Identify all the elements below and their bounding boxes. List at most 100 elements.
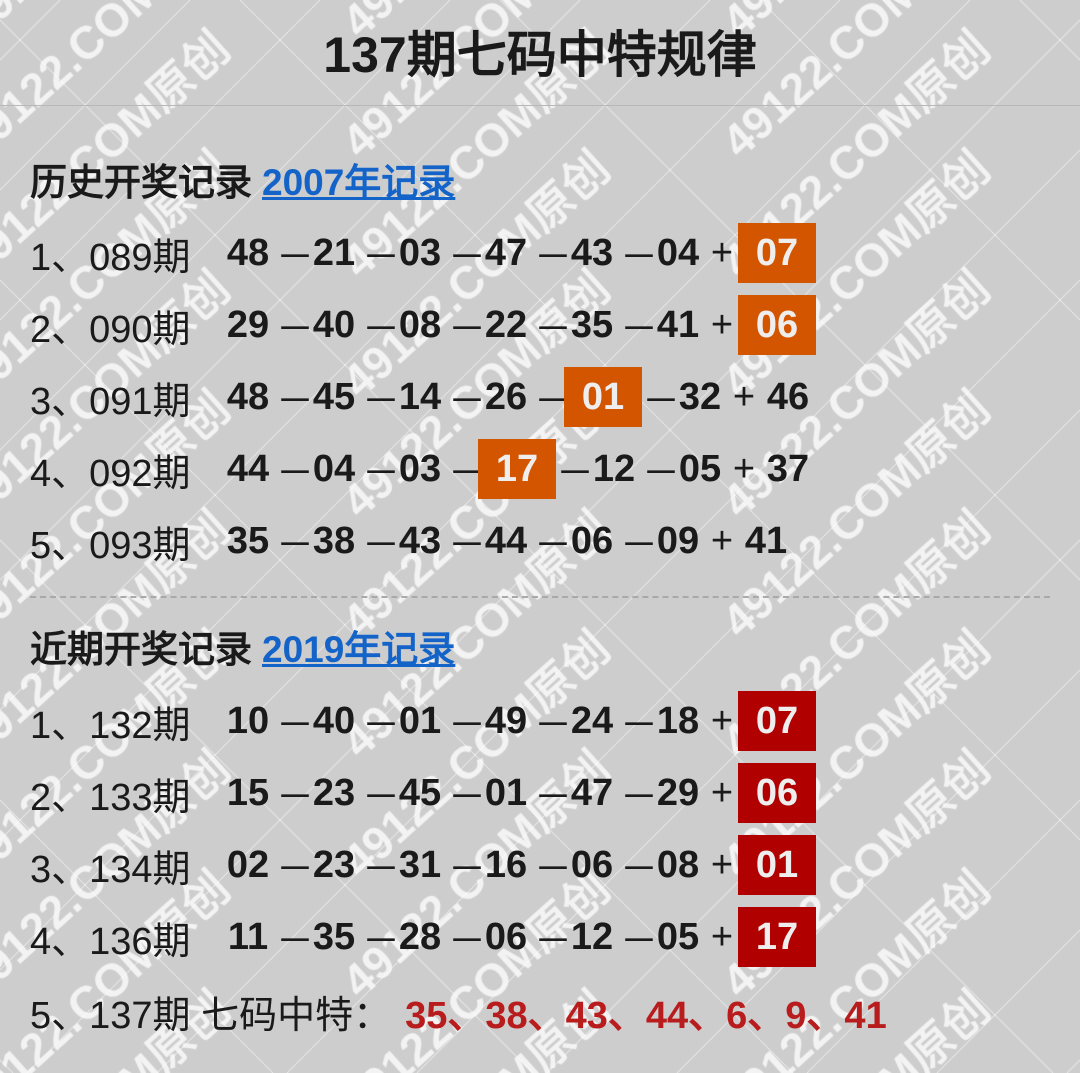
draw-number: 44: [484, 519, 528, 562]
plus-sign: +: [710, 231, 734, 274]
draw-label: 4、092期: [30, 442, 220, 497]
history-heading-text: 历史开奖记录: [30, 162, 252, 203]
recent-2019-link[interactable]: 2019年记录: [262, 629, 456, 670]
separator: －: [276, 920, 315, 963]
row-period: 132期: [89, 704, 191, 747]
separator: －: [276, 704, 315, 747]
draw-row: 1、132期 10 － 40 － 01 － 49 － 24 － 18 +07: [30, 690, 816, 752]
draw-number: 47: [570, 771, 614, 814]
draw-row: 2、133期 15 － 23 － 45 － 01 － 47 － 29 +06: [30, 762, 816, 824]
history-2007-link[interactable]: 2007年记录: [262, 162, 456, 203]
separator: －: [620, 524, 659, 567]
draw-number: 35: [226, 519, 270, 562]
separator: －: [620, 704, 659, 747]
draw-row: 4、092期 44 － 04 － 03 － 17 － 12 － 05 +37: [30, 438, 816, 500]
draw-number: 43: [570, 231, 614, 274]
draw-row: 3、134期 02 － 23 － 31 － 16 － 06 － 08 +01: [30, 834, 816, 896]
separator: －: [362, 236, 401, 279]
prediction-row: 5、137期 七码中特： 35、38、43、44、6、9、41: [30, 980, 887, 1042]
separator: －: [362, 920, 401, 963]
draw-number: 06: [570, 519, 614, 562]
draw-number: 11: [227, 915, 269, 958]
title-divider: [0, 105, 1080, 106]
draw-number: 47: [484, 231, 528, 274]
separator: －: [362, 308, 401, 351]
draw-number: 02: [226, 843, 270, 886]
separator: －: [534, 920, 573, 963]
draw-number: 40: [312, 303, 356, 346]
highlighted-number: 01: [564, 367, 642, 427]
draw-number: 41: [656, 303, 700, 346]
highlighted-special-number: 07: [738, 691, 816, 751]
draw-label: 1、089期: [30, 226, 220, 281]
row-period: 092期: [89, 452, 191, 495]
draw-number: 22: [484, 303, 528, 346]
separator: －: [534, 308, 573, 351]
draw-number: 23: [312, 771, 356, 814]
draw-number: 35: [312, 915, 356, 958]
separator: －: [534, 848, 573, 891]
draw-number: 29: [226, 303, 270, 346]
separator: －: [362, 452, 401, 495]
recent-heading-text: 近期开奖记录: [30, 629, 252, 670]
draw-number: 06: [570, 843, 614, 886]
separator: －: [620, 848, 659, 891]
draw-label: 3、091期: [30, 370, 220, 425]
draw-number: 45: [312, 375, 356, 418]
draw-number: 10: [226, 699, 270, 742]
separator: －: [276, 452, 315, 495]
draw-number: 40: [312, 699, 356, 742]
separator: －: [620, 776, 659, 819]
draw-number: 08: [398, 303, 442, 346]
draw-number: 23: [312, 843, 356, 886]
separator: －: [362, 524, 401, 567]
plus-sign: +: [710, 699, 734, 742]
row-index: 3、: [30, 380, 90, 423]
draw-number: 15: [226, 771, 270, 814]
draw-number: 38: [312, 519, 356, 562]
separator: －: [448, 452, 487, 495]
draw-number: 01: [398, 699, 442, 742]
draw-number: 05: [678, 447, 722, 490]
highlighted-special-number: 17: [738, 907, 816, 967]
draw-label: 5、093期: [30, 514, 220, 569]
separator: －: [448, 920, 487, 963]
draw-label: 1、132期: [30, 694, 220, 749]
plus-sign: +: [710, 771, 734, 814]
prediction-numbers: 35、38、43、44、6、9、41: [405, 994, 887, 1037]
draw-number: 45: [398, 771, 442, 814]
draw-number: 32: [678, 375, 722, 418]
draw-number: 05: [656, 915, 700, 958]
draw-number: 21: [312, 231, 356, 274]
row-index: 5、: [30, 524, 90, 567]
separator: －: [362, 380, 401, 423]
section-divider: [30, 596, 1050, 598]
separator: －: [276, 236, 315, 279]
separator: －: [362, 848, 401, 891]
separator: －: [362, 704, 401, 747]
separator: －: [642, 452, 681, 495]
draw-number: 28: [398, 915, 442, 958]
row-period: 089期: [89, 236, 191, 279]
recent-heading: 近期开奖记录 2019年记录: [30, 625, 455, 675]
highlighted-special-number: 06: [738, 295, 816, 355]
draw-number: 01: [484, 771, 528, 814]
draw-number: 09: [656, 519, 700, 562]
draw-number: 18: [656, 699, 700, 742]
separator: －: [276, 848, 315, 891]
separator: －: [620, 920, 659, 963]
draw-row: 2、090期 29 － 40 － 08 － 22 － 35 － 41 +06: [30, 294, 816, 356]
draw-row: 4、136期 11 － 35 － 28 － 06 － 12 － 05 +17: [30, 906, 816, 968]
separator: －: [448, 776, 487, 819]
draw-number: 49: [484, 699, 528, 742]
draw-number: 29: [656, 771, 700, 814]
row-period: 093期: [89, 524, 191, 567]
plus-sign: +: [732, 447, 756, 490]
draw-number: 44: [226, 447, 270, 490]
plus-sign: +: [710, 519, 734, 562]
draw-number: 24: [570, 699, 614, 742]
draw-number: 26: [484, 375, 528, 418]
row-index: 4、: [30, 452, 90, 495]
draw-number: 16: [484, 843, 528, 886]
draw-number: 08: [656, 843, 700, 886]
